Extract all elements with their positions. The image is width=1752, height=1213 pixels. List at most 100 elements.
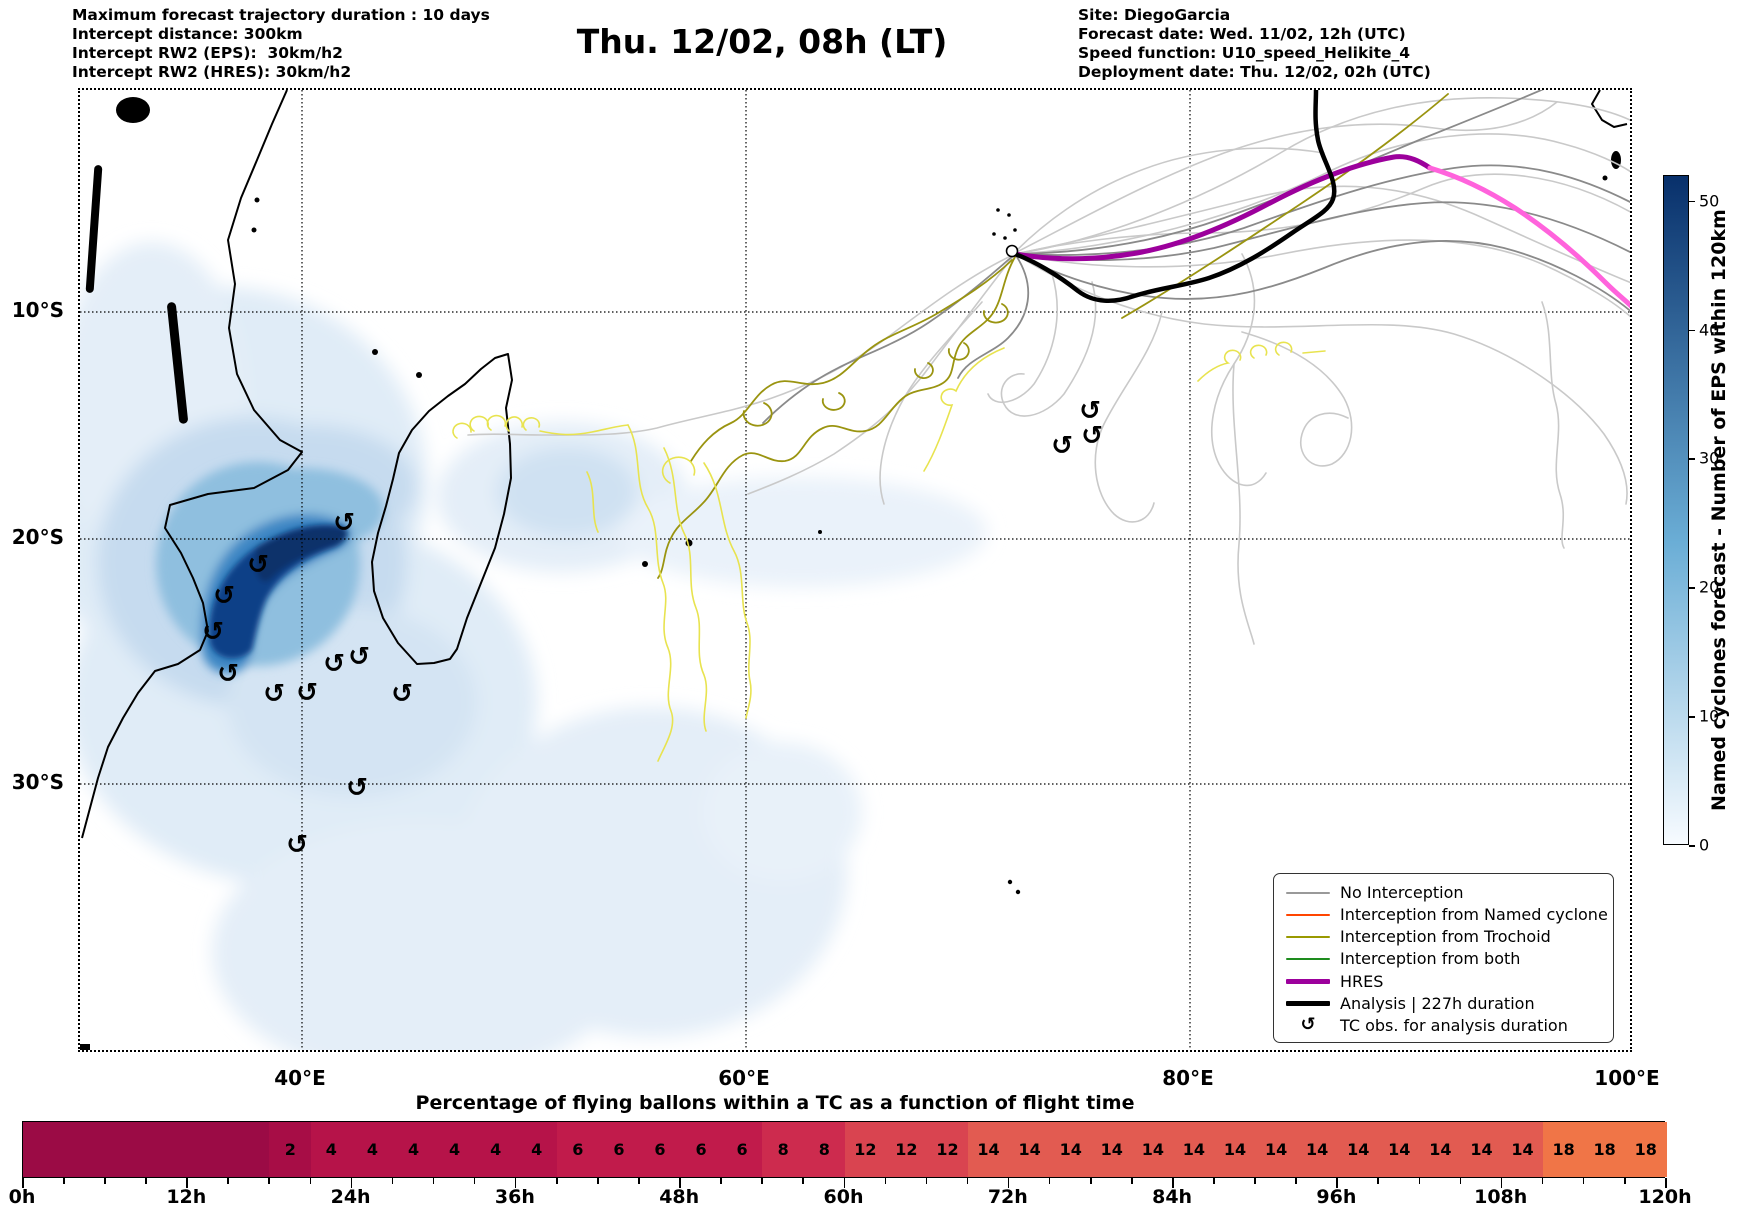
time-axis-tick xyxy=(555,1178,558,1184)
flight-bar-cell: 6 xyxy=(556,1122,599,1177)
tc-symbol-glyph: ↺ xyxy=(1300,1014,1316,1036)
flight-bar-cell: 4 xyxy=(310,1122,353,1177)
trajectory-path xyxy=(690,259,1013,462)
lake-malawi xyxy=(167,302,188,424)
flight-time-bar: 2 4 4 4 4 4 4 6 6 6 6 6 8 8 12 12 12 14 14 14 14 14 14 14 14 14 14… xyxy=(22,1121,1667,1178)
time-axis-tick xyxy=(350,1178,353,1188)
legend-sample xyxy=(1286,957,1330,960)
flight-bar-cell-value: 4 xyxy=(490,1140,502,1159)
flight-bar-cell-value: 4 xyxy=(407,1140,420,1159)
trajectory-path xyxy=(982,303,1009,324)
time-axis-tick xyxy=(1459,1178,1462,1184)
madagascar-coastline xyxy=(371,353,513,665)
time-axis-tick xyxy=(761,1178,763,1184)
flight-bar-cell xyxy=(105,1122,147,1177)
legend-line-sample xyxy=(1286,957,1330,960)
tc-observation-symbol: ↺ xyxy=(296,677,318,708)
colorbar-tick-label: 0 xyxy=(1699,835,1710,855)
flight-bar-cell: 14 xyxy=(1214,1122,1256,1177)
flight-bar-cell-value: 14 xyxy=(1347,1140,1370,1159)
legend-label: Interception from Named cyclone xyxy=(1340,905,1608,925)
header-left-info: Maximum forecast trajectory duration : 1… xyxy=(72,6,490,82)
flight-bar-cell: 12 xyxy=(926,1122,969,1177)
flight-bar-cell-value: 14 xyxy=(1182,1140,1206,1159)
colorbar-label: Named cyclones forecast - Number of EPS … xyxy=(1708,209,1730,811)
colorbar-tick-label: 20 xyxy=(1699,577,1720,597)
flight-bar-cell-value: 14 xyxy=(1306,1140,1329,1159)
flight-bar-cell-value: 6 xyxy=(736,1140,748,1159)
legend-label: HRES xyxy=(1340,971,1384,991)
x-axis-tick-label: 60°E xyxy=(718,1066,770,1090)
legend-row: Interception from both xyxy=(1286,948,1603,969)
time-axis-tick xyxy=(1007,1178,1010,1188)
time-axis-tick xyxy=(227,1178,229,1184)
trajectory-path xyxy=(661,456,696,484)
map-gridlines xyxy=(80,90,1630,1050)
flight-bar-cell: 4 xyxy=(392,1122,435,1177)
trajectory-path xyxy=(1094,311,1163,523)
deployment-site-marker xyxy=(1005,244,1019,258)
time-axis-label: 72h xyxy=(987,1186,1028,1208)
time-axis-tick xyxy=(186,1178,188,1188)
tc-symbol-icon: ↺ xyxy=(1286,1016,1330,1034)
time-axis-tick xyxy=(473,1178,476,1184)
time-axis-tick xyxy=(1500,1178,1503,1188)
flight-bar-cell-value: 12 xyxy=(895,1140,918,1159)
flight-bar-cell-value: 6 xyxy=(613,1140,625,1159)
flight-bar-cell-value: 6 xyxy=(572,1140,584,1159)
lake-tanganyika xyxy=(85,165,103,293)
flight-bar-cell: 18 xyxy=(1542,1122,1585,1177)
time-axis-label: 120h xyxy=(1638,1186,1692,1208)
legend-label: Interception from Trochoid xyxy=(1340,927,1551,947)
flight-bar-cell: 18 xyxy=(1583,1122,1626,1177)
flight-bar-cell: 4 xyxy=(433,1122,476,1177)
x-axis-tick-label: 80°E xyxy=(1162,1066,1214,1090)
time-axis-tick xyxy=(104,1178,106,1184)
flight-bar-cell: 4 xyxy=(351,1122,394,1177)
tc-observation-symbol: ↺ xyxy=(323,648,345,679)
flight-bar-cell xyxy=(187,1122,229,1177)
legend-label: Analysis | 227h duration xyxy=(1340,993,1535,1013)
flight-bar-cell xyxy=(64,1122,106,1177)
time-axis-label: 0h xyxy=(8,1186,36,1208)
time-axis-tick xyxy=(1336,1178,1338,1188)
header-info-line: Intercept distance: 300km xyxy=(72,25,303,43)
flight-bar-cell xyxy=(146,1122,188,1177)
tc-observation-symbol: ↺ xyxy=(346,772,368,803)
flight-bar-cell-value: 14 xyxy=(1511,1140,1534,1159)
trajectory-path xyxy=(1197,349,1242,382)
trajectory-path xyxy=(923,347,1005,472)
trajectory-path xyxy=(469,415,489,432)
flight-bar-cell: 14 xyxy=(1049,1122,1092,1177)
trajectory-path xyxy=(586,471,599,533)
trajectory-path xyxy=(1249,344,1268,359)
trajectory-path xyxy=(452,422,472,439)
trajectory-path xyxy=(663,447,708,732)
time-axis-tick xyxy=(1541,1178,1544,1184)
trajectory-path xyxy=(987,273,1058,403)
trajectory-path xyxy=(1014,101,1558,254)
legend-line-sample xyxy=(1286,978,1330,984)
lake-victoria xyxy=(116,97,150,123)
time-axis-tick xyxy=(1377,1178,1380,1184)
legend-row: No Interception xyxy=(1286,882,1603,903)
x-axis-tick-label: 100°E xyxy=(1594,1066,1660,1090)
header-right-info: Site: DiegoGarcia Forecast date: Wed. 11/… xyxy=(1078,6,1431,82)
flight-bar-cell-value: 2 xyxy=(284,1140,296,1159)
flight-bar-cell-value: 6 xyxy=(695,1140,707,1159)
time-axis-tick xyxy=(1048,1178,1051,1184)
flight-bar-cell: 14 xyxy=(1296,1122,1338,1177)
time-axis-label: 84h xyxy=(1152,1186,1193,1208)
legend-label: No Interception xyxy=(1340,883,1464,902)
legend-line-sample xyxy=(1286,935,1330,938)
tc-observation-symbol: ↺ xyxy=(263,678,285,709)
tc-observation-symbol: ↺ xyxy=(213,580,235,611)
legend-sample xyxy=(1286,935,1330,938)
time-axis-tick xyxy=(1665,1178,1667,1188)
flight-bar-cell-value: 18 xyxy=(1552,1140,1575,1159)
colorbar-tick xyxy=(1689,200,1695,203)
time-axis-tick xyxy=(22,1178,24,1188)
flight-bar-cell: 4 xyxy=(515,1122,558,1177)
map-corner-mark xyxy=(80,1044,90,1050)
